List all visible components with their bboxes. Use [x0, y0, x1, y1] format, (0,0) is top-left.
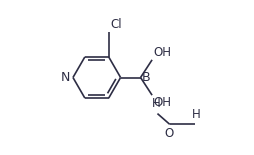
Text: N: N: [61, 71, 70, 84]
Text: O: O: [164, 127, 173, 140]
Text: H: H: [152, 97, 161, 110]
Text: B: B: [141, 71, 149, 84]
Text: Cl: Cl: [110, 18, 121, 31]
Text: H: H: [191, 108, 199, 120]
Text: OH: OH: [152, 46, 170, 59]
Text: OH: OH: [152, 96, 170, 109]
